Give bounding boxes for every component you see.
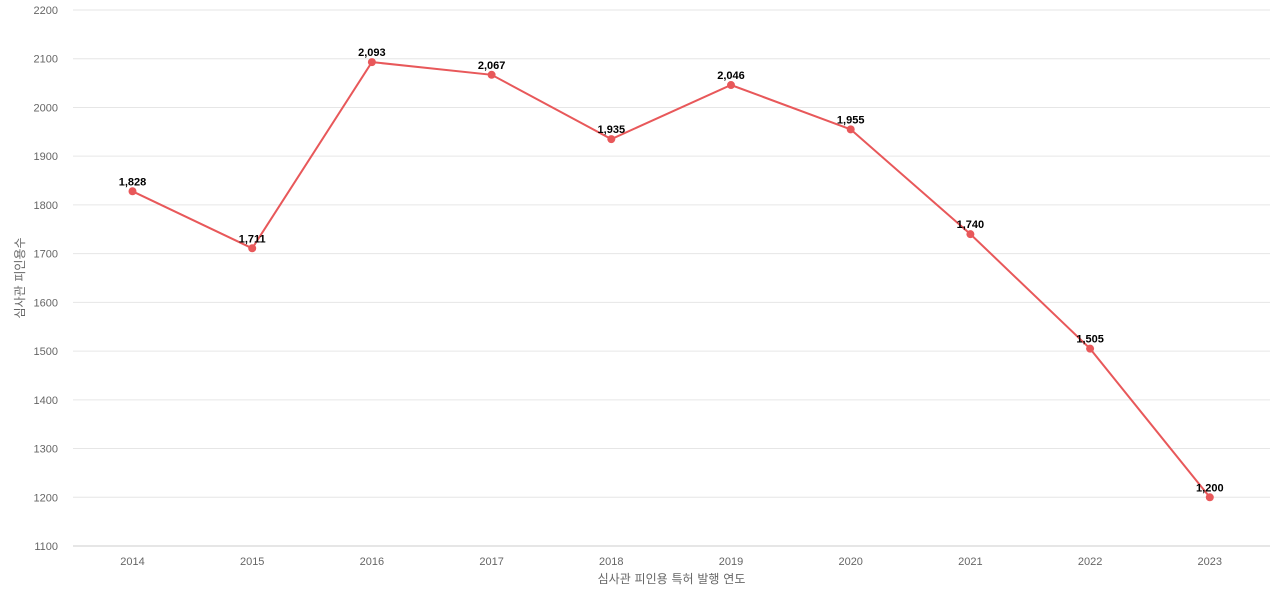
data-point: [727, 81, 735, 90]
y-tick-label: 1900: [34, 151, 58, 163]
y-tick-label: 1300: [34, 444, 58, 456]
y-axis-label: 심사관 피인용수: [13, 237, 27, 318]
y-tick-label: 2200: [34, 5, 58, 17]
x-tick-label: 2016: [360, 556, 384, 568]
data-label: 1,935: [598, 124, 626, 136]
data-point: [966, 230, 975, 239]
x-axis-label: 심사관 피인용 특허 발행 연도: [598, 571, 746, 586]
data-point: [487, 70, 496, 79]
x-tick-label: 2021: [958, 556, 982, 568]
y-tick-label: 1600: [34, 297, 58, 309]
grid-lines: [73, 9, 1270, 498]
data-point: [367, 58, 376, 67]
data-label: 1,711: [239, 233, 266, 245]
data-point: [1205, 493, 1214, 502]
series-line: [132, 61, 1211, 498]
data-label: 1,955: [837, 114, 865, 126]
x-tick-label: 2023: [1198, 556, 1222, 568]
data-label: 2,093: [358, 47, 386, 59]
x-tick-label: 2018: [599, 556, 623, 568]
x-tick-label: 2015: [240, 556, 264, 568]
data-label: 1,200: [1196, 482, 1224, 494]
x-tick-label: 2017: [479, 556, 503, 568]
y-tick-label: 1800: [34, 200, 58, 212]
data-point: [248, 244, 257, 253]
x-tick-label: 2022: [1078, 556, 1102, 568]
data-label: 1,828: [119, 176, 147, 188]
data-point: [1086, 344, 1095, 353]
data-point: [128, 187, 137, 196]
y-tick-label: 1200: [34, 492, 58, 504]
data-label: 1,505: [1076, 334, 1104, 346]
data-label: 2,067: [478, 60, 506, 72]
y-tick-label: 1500: [34, 346, 58, 358]
y-tick-label: 2000: [34, 102, 58, 114]
data-label: 1,740: [957, 219, 985, 231]
data-point: [846, 125, 855, 134]
data-point: [607, 135, 616, 144]
y-tick-label: 1700: [34, 249, 58, 261]
data-labels: 1,828 1,711 2,093 2,067 1,935 2,046 1,955 1,740…: [119, 47, 1224, 494]
y-axis-ticks: 1100 1200 1300 1400 1500 1600 1700 1800 1900 2000…: [34, 5, 58, 553]
x-axis-ticks: 2014 2015 2016 2017 2018 2019 2020 2021 2022 2023: [120, 556, 1222, 568]
data-label: 2,046: [717, 70, 745, 82]
x-tick-label: 2019: [719, 556, 743, 568]
data-points: [128, 58, 1214, 502]
y-tick-label: 2100: [34, 54, 58, 66]
x-tick-label: 2020: [838, 556, 862, 568]
y-tick-label: 1400: [34, 395, 58, 407]
y-tick-label: 1100: [34, 541, 58, 553]
x-tick-label: 2014: [120, 556, 144, 568]
